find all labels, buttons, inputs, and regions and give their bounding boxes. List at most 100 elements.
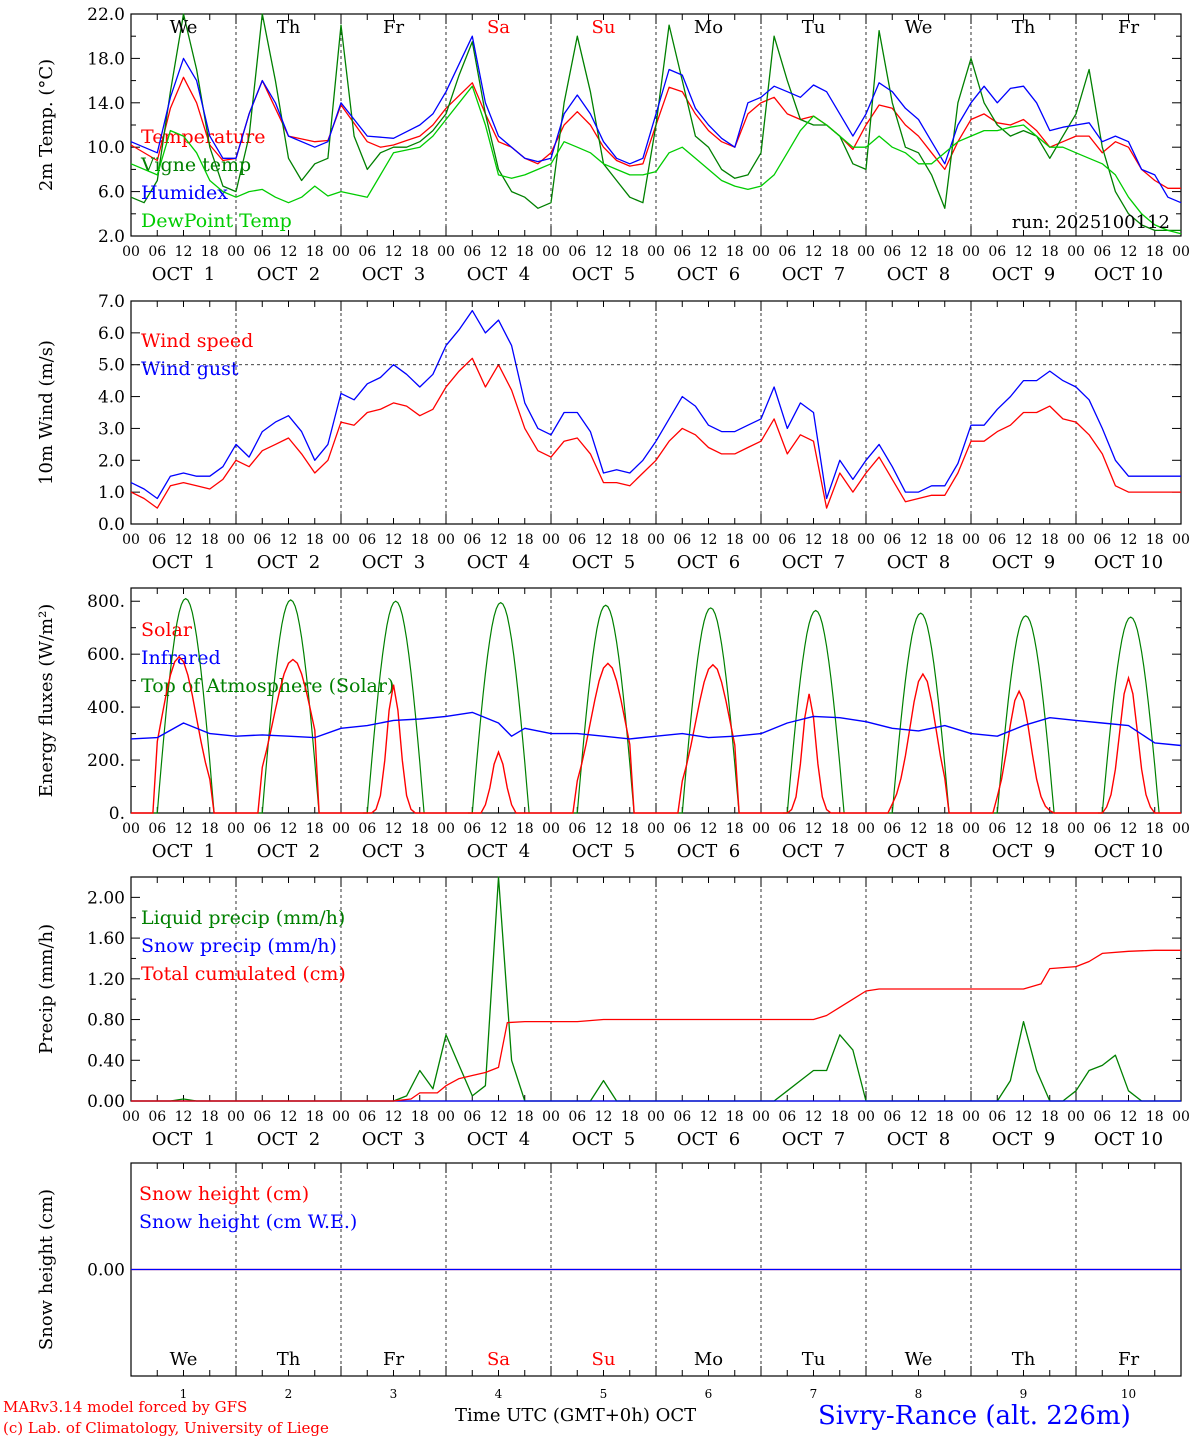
hour-label: 12 [490,532,508,548]
weekday-label: Th [277,1349,301,1370]
date-label: OCT 6 [677,264,740,285]
hour-label: 00 [332,821,350,837]
day-number-label: 6 [705,1387,713,1401]
hour-label: 18 [411,1109,429,1125]
legend-entry: Humidex [141,182,228,204]
date-label: OCT 8 [887,1129,950,1150]
hour-label: 00 [227,821,245,837]
hour-label: 12 [700,244,718,260]
hour-label: 00 [647,244,665,260]
date-label: OCT 1 [152,1129,215,1150]
date-label: OCT 1 [152,552,215,573]
date-label: OCT 4 [467,264,530,285]
hour-label: 06 [883,244,901,260]
y-axis-label: 2m Temp. (°C) [36,59,57,191]
hour-label: 12 [595,244,613,260]
hour-label: 06 [1093,821,1111,837]
hour-label: 18 [1146,821,1164,837]
weekday-label: Tu [802,17,826,38]
y-axis-label: Snow height (cm) [36,1189,57,1350]
hour-label: 12 [595,532,613,548]
hour-label: 00 [332,1109,350,1125]
hour-label: 00 [752,821,770,837]
hour-label: 18 [1041,821,1059,837]
hour-label: 06 [148,244,166,260]
weekday-label: Tu [802,1349,826,1370]
hour-label: 18 [936,244,954,260]
hour-label: 06 [253,244,271,260]
y-tick-label: 2.0 [98,451,125,471]
hour-label: 18 [621,821,639,837]
date-label: OCT 10 [1094,1129,1163,1150]
weekday-label: We [905,1349,933,1370]
hour-label: 12 [1015,1109,1033,1125]
hour-label: 06 [1093,244,1111,260]
hour-label: 18 [831,532,849,548]
station-title: Sivry-Rance (alt. 226m) [818,1401,1131,1431]
date-label: OCT 10 [1094,552,1163,573]
y-axis-label: Precip (mm/h) [36,924,57,1054]
legend-entry: Snow height (cm) [139,1183,309,1205]
hour-label: 00 [227,244,245,260]
hour-label: 00 [1172,821,1190,837]
date-label: OCT 7 [782,1129,845,1150]
hour-label: 12 [175,1109,193,1125]
hour-label: 12 [1120,821,1138,837]
date-label: OCT 8 [887,552,950,573]
date-label: OCT 7 [782,552,845,573]
date-label: OCT 3 [362,552,425,573]
toa-solar-curve [1097,616,1160,814]
y-tick-label: 1.0 [98,483,125,503]
date-label: OCT 6 [677,552,740,573]
hour-label: 00 [857,1109,875,1125]
hour-label: 18 [1041,244,1059,260]
legend-entry: Solar [141,619,193,641]
legend-entry: Wind speed [141,330,253,352]
hour-label: 06 [883,1109,901,1125]
hour-label: 12 [280,821,298,837]
hour-label: 12 [490,244,508,260]
hour-label: 06 [463,1109,481,1125]
hour-label: 06 [568,532,586,548]
date-label: OCT 9 [992,1129,1055,1150]
weekday-label: Mo [694,1349,723,1370]
weekday-label: Sa [487,17,510,38]
hour-label: 12 [910,821,928,837]
hour-label: 18 [516,244,534,260]
hour-label: 18 [621,532,639,548]
hour-label: 12 [385,1109,403,1125]
legend-entry: Top of Atmosphere (Solar) [141,675,394,697]
hour-label: 18 [201,1109,219,1125]
hour-label: 18 [306,821,324,837]
hour-label: 12 [805,821,823,837]
y-tick-label: 7.0 [98,292,125,312]
series-line-infrared [130,711,1182,747]
hour-label: 18 [726,1109,744,1125]
hour-label: 18 [831,244,849,260]
toa-solar-curve [887,612,950,814]
hour-label: 00 [122,821,140,837]
y-tick-label: 3.0 [98,419,125,439]
y-tick-label: 6.0 [98,324,125,344]
hour-label: 06 [568,821,586,837]
hour-label: 12 [175,244,193,260]
date-label: OCT 9 [992,552,1055,573]
series-line-solar [131,655,1181,814]
hour-label: 12 [280,1109,298,1125]
hour-label: 12 [910,532,928,548]
weekday-label: Fr [1118,17,1139,38]
hour-label: 00 [857,821,875,837]
y-tick-label: 10.0 [87,138,125,158]
hour-label: 18 [1146,532,1164,548]
hour-label: 12 [595,1109,613,1125]
date-label: OCT 3 [362,264,425,285]
y-tick-label: 1.20 [87,970,125,990]
toa-solar-curve [992,615,1055,814]
date-label: OCT 1 [152,264,215,285]
hour-label: 00 [1067,244,1085,260]
hour-label: 12 [1015,821,1033,837]
toa-solar-curve [467,601,530,814]
hour-label: 06 [1093,532,1111,548]
y-tick-label: 0.80 [87,1011,125,1031]
hour-label: 06 [778,244,796,260]
